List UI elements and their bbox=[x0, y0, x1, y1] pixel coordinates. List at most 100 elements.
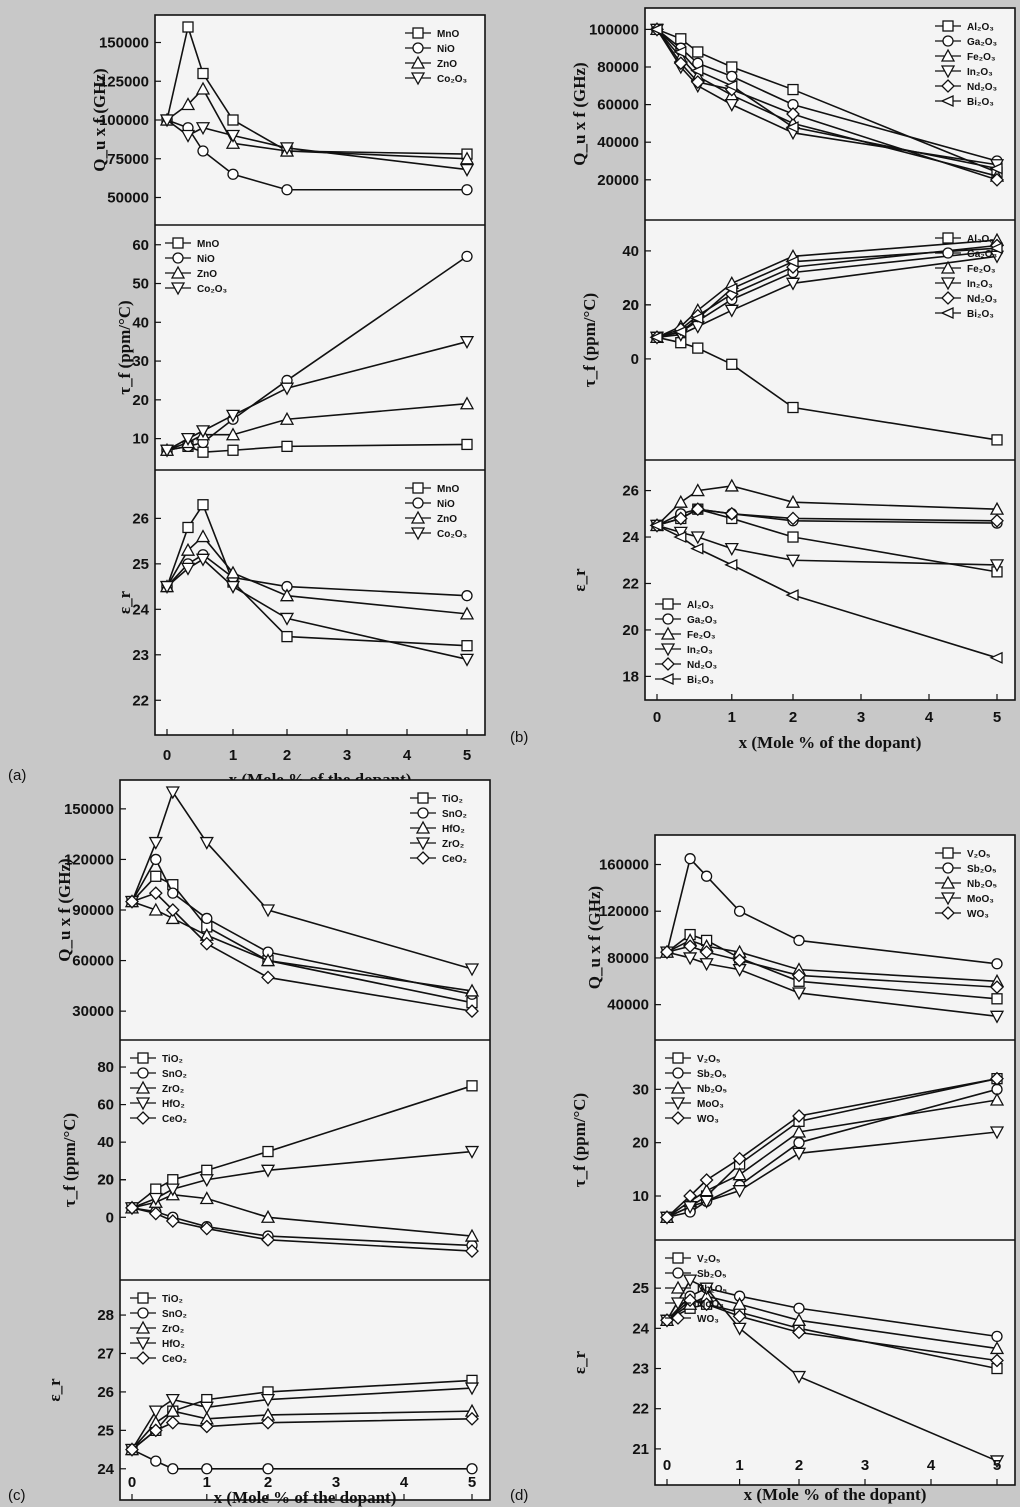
data-point bbox=[989, 1455, 1005, 1469]
legend-label: Bi₂O₃ bbox=[967, 97, 994, 108]
y-tick-label: 80000 bbox=[597, 59, 639, 76]
data-point bbox=[787, 401, 799, 414]
data-point bbox=[791, 987, 807, 1001]
legend-label: MnO bbox=[437, 29, 459, 40]
legend-label: Co₂O₃ bbox=[437, 74, 468, 85]
x-tick-label: 4 bbox=[400, 1474, 409, 1491]
legend-label: ZrO₂ bbox=[442, 839, 464, 850]
y-axis-label: Q_u x f (GHz) bbox=[570, 62, 589, 165]
data-point bbox=[199, 1221, 214, 1236]
data-point bbox=[683, 939, 698, 954]
data-point bbox=[150, 870, 162, 882]
y-tick-label: 26 bbox=[132, 510, 149, 527]
data-point bbox=[726, 358, 738, 370]
legend-label: Ga₂O₃ bbox=[967, 249, 998, 260]
legend-marker bbox=[940, 260, 956, 274]
y-tick-label: 10 bbox=[632, 1188, 649, 1205]
data-point bbox=[724, 478, 739, 492]
panel-a: 150000 125000 100000 75000 50000 Q_u x f (GHz… bbox=[8, 14, 486, 789]
data-point bbox=[125, 894, 139, 909]
legend-label: SnO₂ bbox=[162, 1309, 187, 1320]
data-point bbox=[990, 172, 1004, 187]
legend-label: ZnO bbox=[437, 59, 457, 70]
y-tick-label: 40 bbox=[97, 1134, 114, 1151]
data-point bbox=[732, 1322, 747, 1336]
data-point bbox=[459, 606, 475, 620]
y-tick-label: 10 bbox=[132, 431, 149, 448]
data-point bbox=[465, 1411, 479, 1426]
y-tick-label: 24 bbox=[97, 1461, 114, 1478]
y-axis-label: Q_u x f (GHz) bbox=[90, 68, 109, 171]
legend-label: Nb₂O₅ bbox=[697, 1284, 728, 1295]
series-line bbox=[131, 1150, 473, 1209]
x-tick-label: 4 bbox=[403, 747, 412, 764]
data-point bbox=[673, 325, 687, 338]
data-point bbox=[791, 1312, 807, 1326]
data-point bbox=[225, 409, 241, 423]
x-tick-label: 5 bbox=[468, 1474, 476, 1491]
x-tick-label: 2 bbox=[789, 709, 797, 726]
y-tick-label: 20000 bbox=[597, 172, 639, 189]
data-point bbox=[279, 411, 295, 425]
legend-label: CeO₂ bbox=[442, 854, 467, 865]
x-axis-label: x (Mole % of the dopant) bbox=[744, 1485, 927, 1504]
legend-marker bbox=[412, 497, 424, 509]
data-point bbox=[732, 953, 747, 968]
data-point bbox=[786, 511, 800, 526]
legend-label: In₂O₃ bbox=[967, 67, 993, 78]
y-tick-label: 75000 bbox=[107, 151, 149, 168]
data-point bbox=[201, 1463, 213, 1475]
data-point bbox=[464, 963, 480, 977]
legend-label: Bi₂O₃ bbox=[687, 675, 714, 686]
x-tick-label: 2 bbox=[264, 1474, 272, 1491]
subplot-c-2: 28 27 26 25 24 ε_r TiO₂ SnO₂ ZrO₂ HfO₂ CeO₂ bbox=[45, 1279, 490, 1478]
legend-label: Co₂O₃ bbox=[197, 284, 228, 295]
data-point bbox=[699, 945, 714, 960]
data-point bbox=[225, 427, 241, 441]
legend-label: ZrO₂ bbox=[162, 1084, 184, 1095]
series-line bbox=[166, 503, 468, 647]
legend-marker bbox=[940, 48, 956, 62]
legend: TiO₂ SnO₂ ZrO₂ HfO₂ CeO₂ bbox=[130, 1052, 187, 1125]
data-point bbox=[165, 1415, 180, 1430]
data-point bbox=[785, 589, 799, 602]
data-point bbox=[690, 531, 705, 545]
data-point bbox=[281, 184, 293, 196]
y-tick-label: 20 bbox=[622, 297, 639, 314]
series-line bbox=[166, 340, 468, 451]
y-tick-label: 40 bbox=[622, 243, 639, 260]
y-tick-label: 24 bbox=[132, 601, 149, 618]
data-point bbox=[732, 1309, 747, 1324]
data-point bbox=[201, 912, 213, 925]
legend-label: MoO₃ bbox=[967, 894, 994, 905]
legend-marker bbox=[410, 72, 426, 86]
legend-marker bbox=[660, 626, 676, 640]
legend: V₂O₅ Sb₂O₅ Nb₂O₅ MoO₃ WO₃ bbox=[935, 847, 998, 920]
y-tick-label: 20 bbox=[97, 1172, 114, 1189]
data-point bbox=[785, 121, 799, 134]
legend-label: ZnO bbox=[197, 269, 217, 280]
legend-label: Nd₂O₃ bbox=[687, 660, 718, 671]
y-tick-label: 90000 bbox=[72, 902, 114, 919]
y-tick-label: 22 bbox=[622, 575, 639, 592]
x-tick-label: 4 bbox=[925, 709, 934, 726]
data-point bbox=[787, 83, 799, 96]
legend-label: In₂O₃ bbox=[687, 645, 713, 656]
data-point bbox=[673, 56, 688, 71]
data-point bbox=[989, 162, 1003, 175]
data-point bbox=[459, 653, 475, 667]
data-point bbox=[726, 61, 738, 73]
y-tick-label: 60 bbox=[132, 237, 149, 254]
series-line bbox=[656, 524, 998, 659]
data-point bbox=[673, 494, 688, 508]
y-tick-label: 60000 bbox=[72, 953, 114, 970]
legend-marker bbox=[137, 1307, 149, 1319]
y-tick-label: 22 bbox=[132, 692, 149, 709]
y-tick-label: 24 bbox=[632, 1320, 649, 1337]
y-axis-label: ε_r bbox=[570, 568, 589, 592]
data-point bbox=[991, 993, 1003, 1005]
data-point bbox=[791, 1147, 807, 1161]
legend-marker bbox=[940, 306, 954, 320]
data-point bbox=[459, 396, 475, 410]
y-axis-label: τ_f (ppm/°C) bbox=[60, 1113, 79, 1207]
